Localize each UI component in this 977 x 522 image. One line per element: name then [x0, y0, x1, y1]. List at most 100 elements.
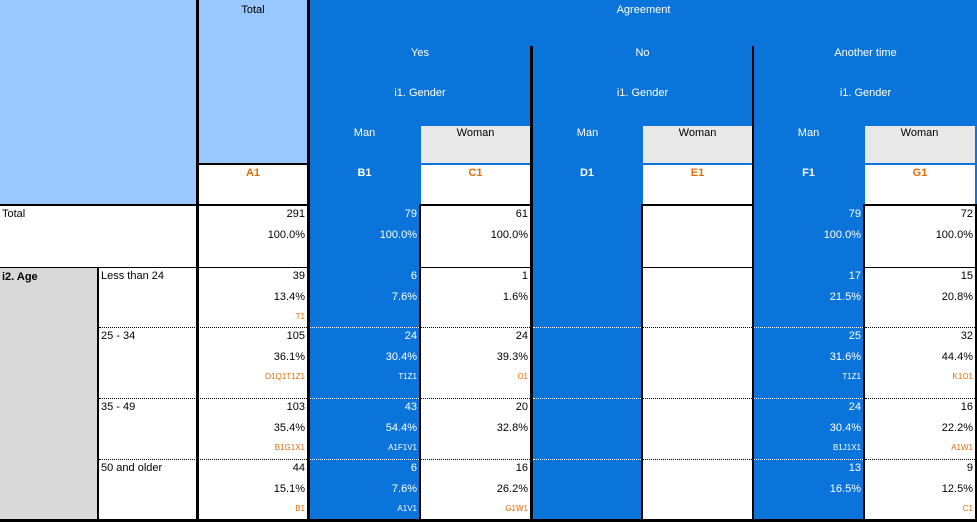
- age-count: 6: [410, 270, 417, 282]
- woman-code-cell-1: [643, 165, 752, 204]
- total-row-label-cell: [0, 206, 196, 267]
- row-divider: [533, 327, 641, 328]
- code-cell-A1: [199, 165, 307, 204]
- age-significance: B1G1X1: [274, 443, 305, 452]
- woman-label-2: Woman: [900, 127, 939, 139]
- group-separator-1: [530, 46, 533, 204]
- total-pct-6: 100.0%: [935, 229, 973, 241]
- age-pct: 30.4%: [385, 351, 417, 363]
- age-row-label: 50 and older: [101, 462, 163, 474]
- age-count: 20: [515, 401, 528, 413]
- age-pct: 44.4%: [941, 351, 973, 363]
- age-count: 43: [404, 401, 417, 413]
- age-significance: T1Z1: [842, 372, 861, 381]
- total-row-white-cell-1: [643, 206, 752, 267]
- age-pct: 32.8%: [496, 422, 528, 434]
- age-count: 105: [286, 330, 305, 342]
- age-count: 39: [292, 270, 305, 282]
- age-pct: 16.5%: [829, 483, 861, 495]
- gender-label-2: i1. Gender: [839, 87, 892, 99]
- column-code-3: D1: [579, 167, 595, 179]
- woman-code-cell-0: [421, 165, 530, 204]
- age-significance: B1J1X1: [832, 443, 861, 452]
- column-code-4: E1: [690, 167, 705, 179]
- row-divider: [865, 459, 975, 460]
- age-pct: 35.4%: [273, 422, 305, 434]
- age-pct: 15.1%: [273, 483, 305, 495]
- row-divider: [99, 398, 307, 399]
- row-divider: [421, 327, 530, 328]
- age-pct: 54.4%: [385, 422, 417, 434]
- woman-label-0: Woman: [456, 127, 495, 139]
- age-count: 25: [848, 330, 861, 342]
- age-count: 17: [848, 270, 861, 282]
- total-header-label: Total: [241, 4, 265, 16]
- row-divider: [99, 327, 307, 328]
- age-pct: 1.6%: [502, 291, 528, 303]
- row-divider: [310, 459, 419, 460]
- total-pct-0: 100.0%: [267, 229, 305, 241]
- group-label-0: Yes: [411, 47, 429, 59]
- woman-header-cell-2: [865, 126, 975, 163]
- row-divider: [643, 459, 752, 460]
- row-divider: [310, 398, 419, 399]
- age-pct: 30.4%: [829, 422, 861, 434]
- age-pct: 12.5%: [941, 483, 973, 495]
- total-count-6: 72: [960, 208, 973, 220]
- column-band-F1: [754, 204, 863, 519]
- age-pct: 26.2%: [496, 483, 528, 495]
- woman-header-cell-1: [643, 126, 752, 163]
- row-divider: [643, 398, 752, 399]
- age-significance: G1W1: [505, 504, 528, 513]
- age-column-A1: [199, 268, 307, 519]
- row-divider: [865, 327, 975, 328]
- age-white-column-1: [643, 268, 752, 519]
- row-divider: [865, 398, 975, 399]
- man-label-0: Man: [353, 127, 376, 139]
- age-count: 24: [848, 401, 861, 413]
- column-band-B1: [310, 204, 419, 519]
- total-header-cell: [199, 0, 307, 163]
- row-divider: [754, 398, 863, 399]
- total-pct-1: 100.0%: [379, 229, 417, 241]
- row-divider: [643, 327, 752, 328]
- age-white-column-0: [421, 268, 530, 519]
- agreement-header-label: Agreement: [616, 4, 671, 16]
- total-count-0: 291: [286, 208, 305, 220]
- corner-cell: [0, 0, 196, 204]
- column-code-2: C1: [468, 167, 483, 179]
- age-pct: 21.5%: [829, 291, 861, 303]
- age-significance: O1Q1T1Z1: [264, 372, 305, 381]
- age-significance: K1O1: [952, 372, 973, 381]
- age-row-label: 25 - 34: [101, 330, 136, 342]
- age-significance: A1F1V1: [388, 443, 417, 452]
- gender-label-0: i1. Gender: [394, 87, 446, 99]
- total-count-2: 61: [515, 208, 528, 220]
- woman-code-cell-2: [865, 165, 975, 204]
- age-row-label: 35 - 49: [101, 401, 136, 413]
- gender-label-1: i1. Gender: [616, 87, 669, 99]
- man-label-2: Man: [797, 127, 820, 139]
- group-separator-2: [752, 46, 754, 204]
- column-code-5: F1: [802, 167, 815, 179]
- total-count-1: 79: [404, 208, 417, 220]
- age-sublabel-column: [99, 268, 196, 519]
- age-count: 9: [966, 462, 973, 474]
- total-row-white-cell-2: [865, 206, 975, 267]
- age-significance: B1: [295, 504, 305, 513]
- total-count-5: 79: [848, 208, 861, 220]
- total-row-label: Total: [2, 208, 26, 220]
- age-pct: 22.2%: [941, 422, 973, 434]
- column-code-0: A1: [245, 167, 261, 179]
- age-pct: 13.4%: [273, 291, 305, 303]
- age-count: 13: [848, 462, 861, 474]
- age-significance: T1Z1: [398, 372, 417, 381]
- total-pct-2: 100.0%: [490, 229, 528, 241]
- age-significance: O1: [517, 372, 528, 381]
- age-count: 103: [286, 401, 305, 413]
- row-divider: [533, 459, 641, 460]
- age-pct: 31.6%: [829, 351, 861, 363]
- age-significance: T1: [295, 312, 305, 321]
- age-pct: 20.8%: [941, 291, 973, 303]
